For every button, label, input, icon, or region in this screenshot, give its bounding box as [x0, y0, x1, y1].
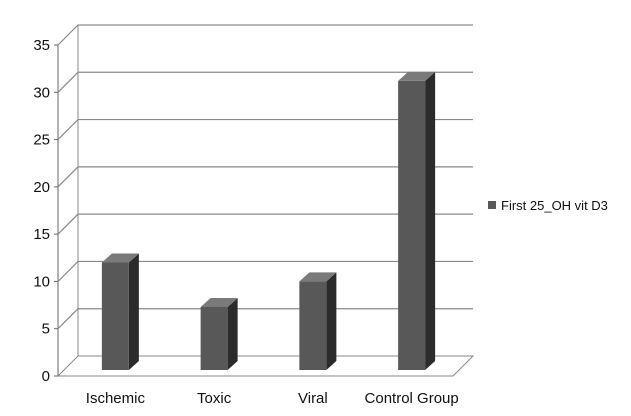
gridline — [57, 24, 473, 46]
bar-top — [299, 272, 337, 282]
legend-swatch — [488, 201, 496, 209]
bar-front — [398, 80, 426, 371]
bar-top — [200, 297, 238, 307]
bar-toxic — [200, 297, 238, 370]
bar-side — [326, 272, 337, 370]
y-tick-label: 5 — [42, 321, 50, 338]
bar-front — [200, 306, 228, 370]
gridline — [57, 213, 473, 235]
legend-label: First 25_OH vit D3 — [501, 198, 608, 213]
y-tick-label: 15 — [33, 226, 50, 243]
bar-front — [101, 262, 129, 370]
x-tick-label: Ischemic — [86, 390, 146, 407]
bar-top — [398, 71, 436, 81]
y-tick-label: 25 — [33, 132, 50, 149]
bar-side — [227, 297, 238, 370]
bar-front — [299, 281, 327, 370]
y-tick-label: 30 — [33, 84, 50, 101]
bar-viral — [299, 272, 337, 370]
bars — [101, 71, 436, 371]
x-axis-labels: Ischemic Toxic Viral Control Group — [86, 390, 459, 407]
y-tick-label: 20 — [33, 179, 50, 196]
bar-top — [101, 253, 139, 263]
floor — [56, 355, 475, 377]
x-tick-label: Toxic — [197, 390, 232, 407]
bar-side — [128, 253, 139, 370]
bar-side — [425, 71, 436, 371]
gridline — [57, 71, 473, 93]
y-tick-label: 0 — [42, 368, 50, 385]
legend: First 25_OH vit D3 — [488, 198, 608, 213]
y-tick-label: 35 — [33, 37, 50, 54]
gridline — [57, 308, 473, 330]
y-axis-ticks: 0 5 10 15 20 25 30 35 — [33, 37, 58, 385]
gridlines — [57, 24, 473, 330]
gridline — [57, 260, 473, 282]
x-tick-label: Viral — [298, 390, 328, 407]
bar-control-group — [398, 71, 436, 371]
bar-ischemic — [101, 253, 139, 370]
gridline — [57, 118, 473, 140]
x-tick-label: Control Group — [365, 390, 459, 407]
chart-walls — [56, 25, 475, 377]
gridline — [57, 166, 473, 188]
y-tick-label: 10 — [33, 273, 50, 290]
